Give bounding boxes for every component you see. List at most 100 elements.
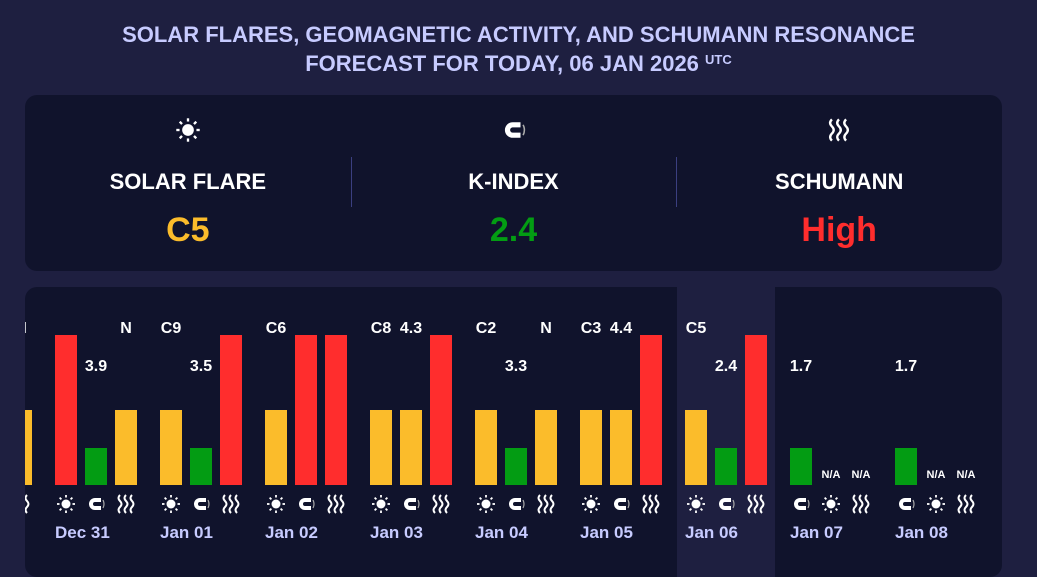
- summary-label: K-INDEX: [468, 169, 559, 194]
- kindex-value-label: 1.7: [789, 357, 813, 375]
- kindex-value-label: 1.7: [894, 357, 918, 375]
- kindex-value-label: 3.5: [189, 357, 213, 375]
- flare-value-label: C9: [160, 320, 182, 337]
- magnet-icon: [790, 494, 812, 514]
- magnet-icon: [351, 117, 677, 143]
- kindex-bar[interactable]: [505, 447, 527, 485]
- schumann-bar[interactable]: [115, 410, 137, 485]
- waves-icon: [850, 494, 872, 514]
- schumann-value-label: N/A: [956, 469, 976, 481]
- schumann-value-label: N: [25, 320, 41, 338]
- flare-bar[interactable]: [160, 410, 182, 485]
- waves-icon: [220, 494, 242, 514]
- day-label: Jan 07: [790, 523, 843, 542]
- schumann-bar[interactable]: [745, 335, 767, 485]
- waves-icon: [325, 494, 347, 514]
- sun-icon: [265, 494, 287, 514]
- flare-value-label: C8: [370, 320, 392, 337]
- flare-bar[interactable]: [685, 410, 707, 485]
- kindex-value-label: 3.9: [84, 357, 108, 375]
- sun-icon: [475, 494, 497, 514]
- kindex-bar[interactable]: [190, 447, 212, 485]
- title-line-2: FORECAST FOR TODAY, 06 JAN 2026: [305, 51, 699, 76]
- sun-icon: [580, 494, 602, 514]
- waves-icon: [25, 494, 32, 514]
- kindex-bar[interactable]: [85, 447, 107, 485]
- waves-icon: [115, 494, 137, 514]
- summary-value: High: [801, 211, 877, 249]
- magnet-icon: [715, 494, 737, 514]
- day-label: Jan 04: [475, 523, 528, 542]
- schumann-bar[interactable]: [535, 410, 557, 485]
- schumann-bar[interactable]: [220, 335, 242, 485]
- flare-bar[interactable]: [370, 410, 392, 485]
- flare-value-label: C3: [580, 320, 602, 337]
- summary-label: SCHUMANN: [775, 169, 904, 194]
- schumann-bar[interactable]: [430, 335, 452, 485]
- waves-icon: [955, 494, 977, 514]
- magnet-icon: [85, 494, 107, 514]
- flare-value-label: C2: [475, 320, 497, 337]
- day-label: Jan 08: [895, 523, 948, 542]
- summary-schumann: SCHUMANN High: [676, 95, 1002, 271]
- waves-icon: [430, 494, 452, 514]
- magnet-icon: [295, 494, 317, 514]
- sun-icon: [25, 117, 351, 143]
- summary-value: C5: [166, 211, 210, 249]
- magnet-icon: [505, 494, 527, 514]
- kindex-value-label: 2.4: [714, 357, 738, 375]
- waves-icon: [676, 117, 1002, 143]
- kindex-bar[interactable]: [715, 447, 737, 485]
- day-label: Jan 03: [370, 523, 423, 542]
- schumann-value-label: N: [120, 320, 132, 337]
- summary-solar-flare: SOLAR FLARE C5: [25, 95, 351, 271]
- schumann-bar[interactable]: [25, 410, 32, 485]
- magnet-icon: [400, 494, 422, 514]
- sun-icon: [160, 494, 182, 514]
- flare-bar[interactable]: [475, 410, 497, 485]
- sun-icon: [925, 494, 947, 514]
- day-label: Dec 31: [55, 523, 110, 542]
- day-label: Jan 02: [265, 523, 318, 542]
- kindex-bar[interactable]: [400, 410, 422, 485]
- timezone-label: UTC: [705, 52, 732, 67]
- summary-k-index: K-INDEX 2.4: [350, 95, 677, 271]
- kindex-value-label: 4.4: [609, 320, 633, 337]
- schumann-bar[interactable]: [325, 335, 347, 485]
- kindex-bar[interactable]: [295, 335, 317, 485]
- kindex-bar[interactable]: [790, 447, 812, 485]
- kindex-value-label: 4.3: [399, 320, 423, 337]
- day-label: Jan 05: [580, 523, 633, 542]
- page-title: SOLAR FLARES, GEOMAGNETIC ACTIVITY, AND …: [0, 20, 1037, 78]
- sun-icon: [685, 494, 707, 514]
- summary-label: SOLAR FLARE: [109, 169, 267, 194]
- flare-bar[interactable]: [580, 410, 602, 485]
- sun-icon: [55, 494, 77, 514]
- waves-icon: [535, 494, 557, 514]
- flare-bar[interactable]: [55, 335, 77, 485]
- magnet-icon: [895, 494, 917, 514]
- sun-icon: [370, 494, 392, 514]
- day-label: Jan 01: [160, 523, 213, 542]
- day-label: Jan 06: [685, 523, 738, 542]
- kindex-bar[interactable]: [895, 447, 917, 485]
- waves-icon: [640, 494, 662, 514]
- flare-value-label: N/A: [926, 469, 946, 481]
- magnet-icon: [610, 494, 632, 514]
- flare-value-label: N/A: [821, 469, 841, 481]
- schumann-bar[interactable]: [640, 335, 662, 485]
- flare-bar[interactable]: [265, 410, 287, 485]
- flare-value-label: C5: [685, 320, 707, 337]
- magnet-icon: [190, 494, 212, 514]
- flare-value-label: C6: [265, 320, 287, 337]
- title-line-1: SOLAR FLARES, GEOMAGNETIC ACTIVITY, AND …: [122, 22, 915, 47]
- summary-value: 2.4: [489, 211, 538, 249]
- schumann-value-label: N: [540, 320, 552, 337]
- schumann-value-label: N/A: [851, 469, 871, 481]
- summary-panel: SOLAR FLARE C5 K-INDEX 2.4 SCHUMANN High: [25, 95, 1002, 271]
- waves-icon: [745, 494, 767, 514]
- kindex-value-label: 3.3: [504, 357, 528, 375]
- kindex-bar[interactable]: [610, 410, 632, 485]
- sun-icon: [820, 494, 842, 514]
